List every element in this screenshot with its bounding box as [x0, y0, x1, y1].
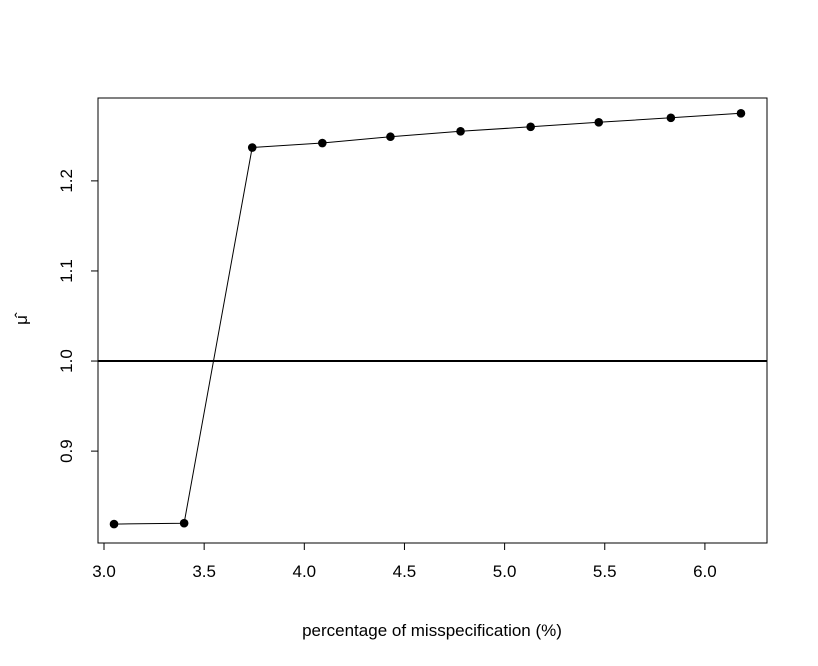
x-tick-label: 4.5 [393, 562, 417, 581]
x-tick-label: 5.5 [593, 562, 617, 581]
y-tick-label: 1.0 [57, 349, 76, 373]
data-point [594, 118, 604, 127]
data-point [666, 113, 676, 123]
y-axis: 0.9 1.0 1.1 1.2 [57, 169, 99, 463]
x-tick-label: 6.0 [693, 562, 717, 581]
series-line [113, 112, 742, 525]
x-axis: 3.0 3.5 4.0 4.5 5.0 5.5 6.0 [92, 542, 717, 581]
x-tick-label: 5.0 [493, 562, 517, 581]
x-tick-label: 3.0 [92, 562, 116, 581]
data-point [179, 518, 189, 528]
x-axis-label: percentage of misspecification (%) [302, 621, 562, 640]
series-layer [109, 109, 746, 529]
plot-frame [97, 97, 768, 544]
x-tick-label: 4.0 [292, 562, 316, 581]
y-tick-label: 1.2 [57, 169, 76, 193]
data-point [526, 122, 535, 132]
data-point [456, 127, 465, 136]
data-point [318, 138, 327, 148]
data-point [386, 132, 395, 142]
data-point [109, 519, 119, 529]
data-point [736, 109, 746, 118]
y-tick-label: 1.1 [57, 259, 76, 283]
data-point [247, 143, 257, 152]
x-tick-label: 3.5 [192, 562, 216, 581]
y-axis-label: μ̂ [12, 312, 31, 325]
y-tick-label: 0.9 [57, 439, 76, 463]
